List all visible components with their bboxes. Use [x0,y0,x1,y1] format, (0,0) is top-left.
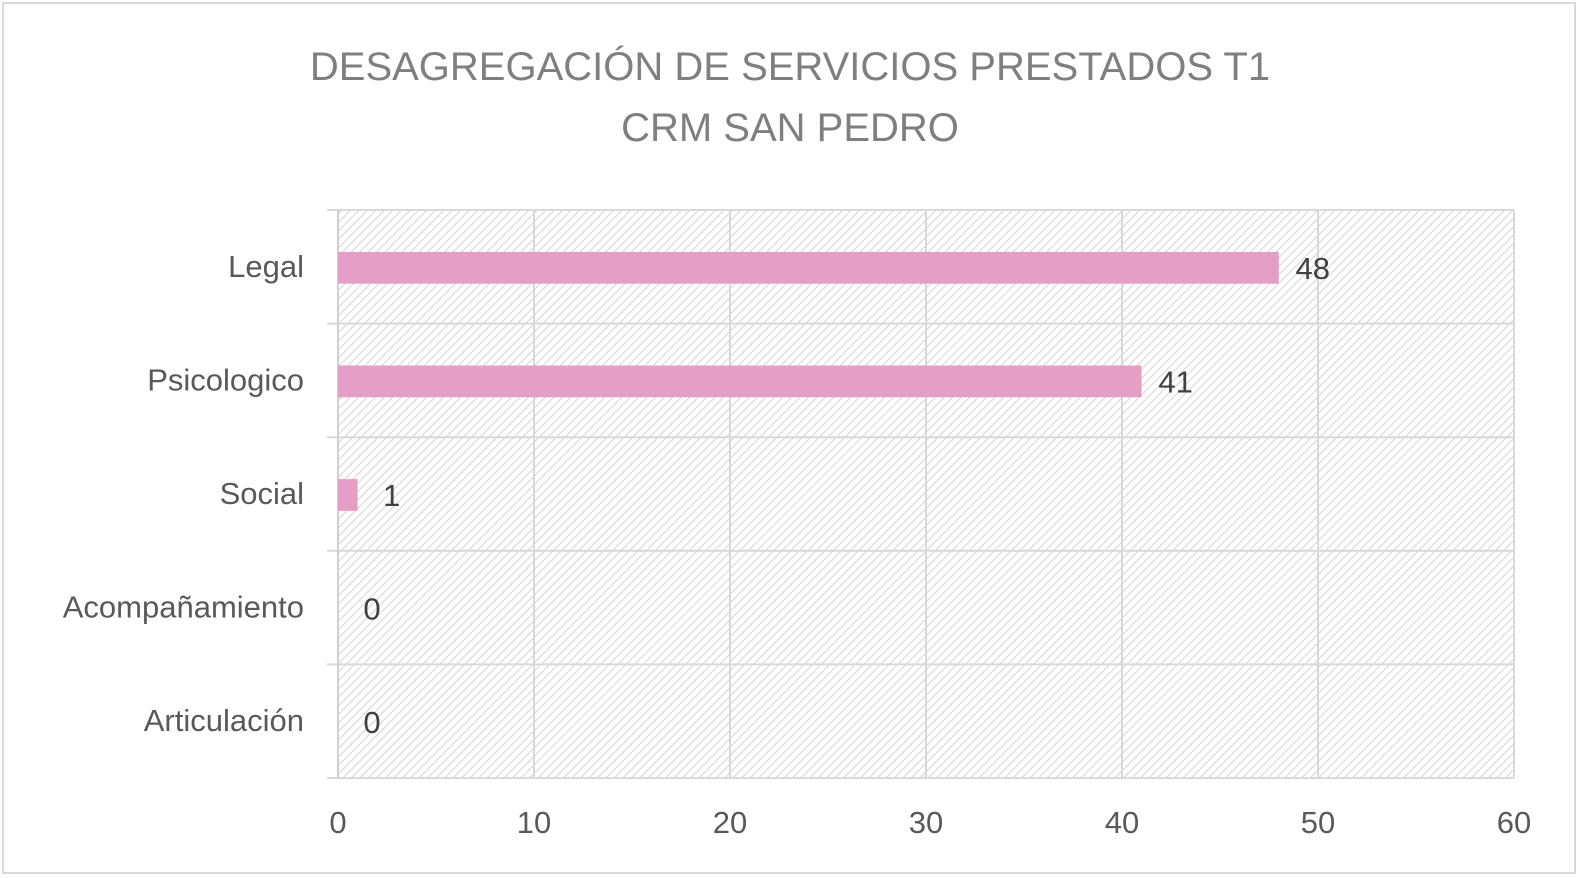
x-tick-label: 30 [909,805,943,840]
data-labels: 48 41 1 0 0 [363,251,1330,740]
x-tick-label: 20 [713,805,747,840]
data-label-psicologico: 41 [1158,364,1192,399]
x-tick-label: 40 [1105,805,1139,840]
data-label-social: 1 [383,478,400,513]
x-tick-labels: 0 10 20 30 40 50 60 [329,805,1531,840]
category-labels: Legal Psicologico Social Acompañamiento Arti… [63,249,304,738]
bars [338,251,1279,511]
x-tick-label: 0 [329,805,346,840]
data-label-legal: 48 [1296,251,1330,286]
category-label-legal: Legal [228,249,304,284]
category-label-social: Social [220,476,304,511]
category-label-psicologico: Psicologico [147,362,304,397]
x-tick-label: 10 [517,805,551,840]
bar-psicologico [338,365,1142,398]
bar-legal [338,251,1279,284]
x-tick-label: 60 [1497,805,1531,840]
x-tick-label: 50 [1301,805,1335,840]
bar-social [338,479,358,511]
category-label-acompañamiento: Acompañamiento [63,590,304,625]
data-label-articulación: 0 [363,705,380,740]
category-label-articulación: Articulación [144,703,304,738]
data-label-acompañamiento: 0 [363,592,380,627]
chart-title-line-2: CRM SAN PEDRO [621,106,959,150]
chart-title-line-1: DESAGREGACIÓN DE SERVICIOS PRESTADOS T1 [310,44,1270,89]
